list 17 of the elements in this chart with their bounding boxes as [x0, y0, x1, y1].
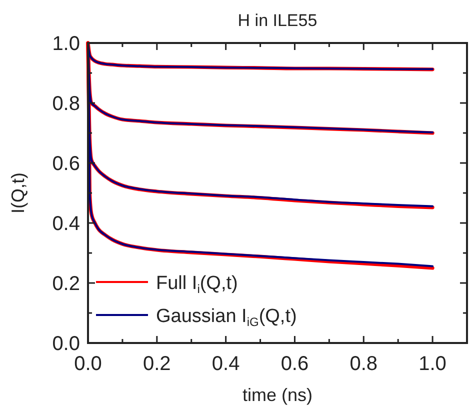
y-tick-label: 0.0	[52, 333, 80, 355]
y-tick-label: 0.2	[52, 273, 80, 295]
y-tick-label: 1.0	[52, 33, 80, 55]
x-tick-label: 0.8	[350, 353, 378, 375]
y-axis-title: I(Q,t)	[8, 172, 28, 214]
legend-label: Gaussian I$_{iG}$(Q,t)	[156, 306, 297, 329]
y-tick-label: 0.6	[52, 153, 80, 175]
chart-title: H in ILE55	[238, 11, 318, 30]
x-axis-title: time (ns)	[242, 385, 313, 405]
x-tick-label: 1.0	[418, 353, 446, 375]
legend-label: Full I$_{i}$(Q,t)	[156, 273, 238, 296]
x-tick-label: 0.6	[280, 353, 309, 375]
x-tick-label: 0.0	[74, 353, 102, 375]
y-tick-label: 0.4	[52, 213, 80, 235]
y-tick-label: 0.8	[52, 93, 80, 115]
x-tick-label: 0.2	[143, 353, 171, 375]
x-tick-label: 0.4	[212, 353, 240, 375]
